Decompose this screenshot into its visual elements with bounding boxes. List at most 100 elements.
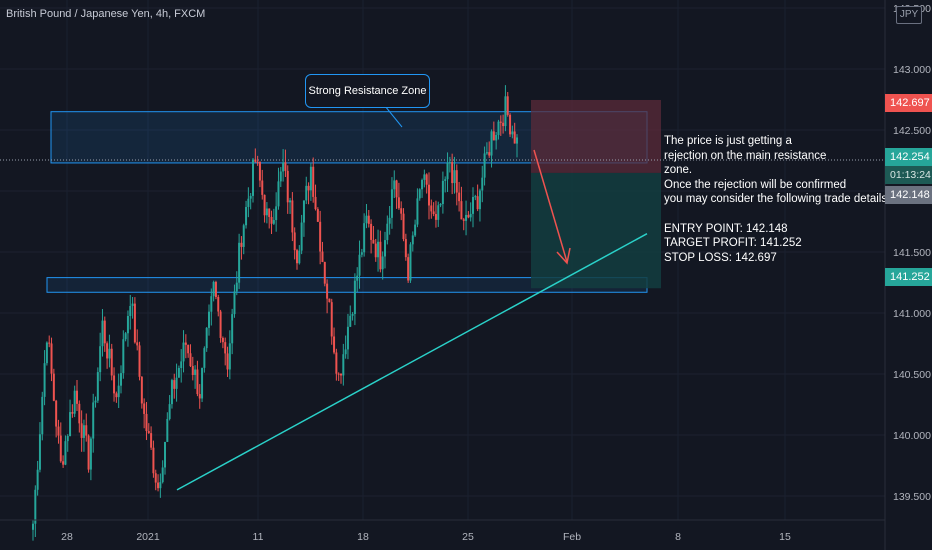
candle-body <box>356 275 359 281</box>
currency-badge[interactable]: JPY <box>896 6 922 24</box>
overlay <box>176 105 648 491</box>
candle-body <box>57 426 60 436</box>
candle-body <box>272 220 275 224</box>
candle-body <box>328 298 331 303</box>
candle-body <box>175 377 178 389</box>
candle-body <box>82 425 85 438</box>
candle-body <box>261 180 264 195</box>
candle-body <box>198 394 201 399</box>
candle-body <box>87 435 90 470</box>
candle-body <box>208 311 210 328</box>
candle-body <box>393 180 396 190</box>
countdown-label: 01:13:24 <box>885 166 932 184</box>
candle-body <box>455 170 458 193</box>
candle-body <box>126 316 129 334</box>
candle-body <box>374 243 377 258</box>
candle-body <box>402 213 405 240</box>
x-tick-label: 11 <box>253 531 264 543</box>
candle-body <box>143 403 146 414</box>
candle-body <box>488 152 491 156</box>
chart-title: British Pound / Japanese Yen, 4h, FXCM <box>6 8 206 20</box>
candle-body <box>196 369 199 395</box>
candle-body <box>150 433 153 448</box>
candle-body <box>390 189 393 218</box>
candle-body <box>122 339 125 374</box>
candle-body <box>411 235 414 245</box>
candle-body <box>309 166 312 191</box>
candle-body <box>184 342 187 345</box>
candle-body <box>302 200 305 223</box>
candle-body <box>157 482 160 489</box>
candle-body <box>113 375 116 394</box>
trendline <box>176 233 648 491</box>
candle-body <box>425 174 428 185</box>
candle-body <box>351 313 354 316</box>
candle-body <box>129 305 132 317</box>
candle-body <box>233 291 236 315</box>
candle-body <box>367 215 370 224</box>
down-arrow-head <box>556 247 571 265</box>
candle-body <box>145 413 148 432</box>
candle-body <box>147 431 150 434</box>
candle-body <box>133 303 136 343</box>
candle-body <box>275 206 278 221</box>
candle-body <box>256 161 259 163</box>
candle-body <box>64 441 67 465</box>
candle-body <box>316 209 319 222</box>
current-price-label: 142.254 <box>885 148 932 166</box>
candle-body <box>476 196 479 210</box>
candle-body <box>441 180 444 205</box>
candle-body <box>314 196 317 210</box>
candle-body <box>453 170 456 184</box>
candle-body <box>509 114 512 135</box>
candle-body <box>446 162 449 180</box>
candle-body <box>189 353 192 367</box>
candle-body <box>444 179 447 181</box>
candle-body <box>504 96 507 127</box>
candle-body <box>268 208 271 217</box>
candle-body <box>59 435 62 462</box>
candle-body <box>62 461 65 465</box>
candle-body <box>360 252 363 255</box>
candle-body <box>32 523 34 530</box>
candle-body <box>231 314 234 344</box>
candle-body <box>506 96 509 115</box>
candle-body <box>108 348 111 359</box>
grid-lines <box>0 0 885 520</box>
candle-body <box>187 344 190 354</box>
candle-body <box>407 257 410 281</box>
candle-body <box>423 174 426 180</box>
candle-body <box>472 197 474 214</box>
candle-body <box>131 303 134 306</box>
candle-body <box>166 418 169 442</box>
candle-body <box>152 447 155 474</box>
candle-body <box>94 400 97 403</box>
candle-body <box>377 241 380 258</box>
candle-body <box>428 184 430 206</box>
candle-body <box>124 333 127 340</box>
candle-body <box>245 206 248 226</box>
candle-body <box>397 197 400 209</box>
x-tick-label: 15 <box>779 531 791 543</box>
candle-body <box>242 225 245 247</box>
candle-body <box>180 361 183 369</box>
candle-body <box>69 412 72 437</box>
candle-body <box>430 205 433 212</box>
candle-body <box>210 296 213 312</box>
candle-body <box>214 281 217 298</box>
candle-body <box>469 213 472 218</box>
candle-body <box>492 131 495 141</box>
candle-body <box>330 302 333 337</box>
candle-body <box>353 280 356 314</box>
candle-body <box>194 369 197 375</box>
candle-body <box>120 373 122 386</box>
candle-body <box>277 181 280 207</box>
candles <box>32 85 518 541</box>
candle-body <box>312 166 315 197</box>
candle-body <box>219 311 222 338</box>
candle-body <box>45 342 48 364</box>
candle-body <box>159 482 162 489</box>
candle-body <box>358 254 361 276</box>
candle-body <box>50 343 53 374</box>
